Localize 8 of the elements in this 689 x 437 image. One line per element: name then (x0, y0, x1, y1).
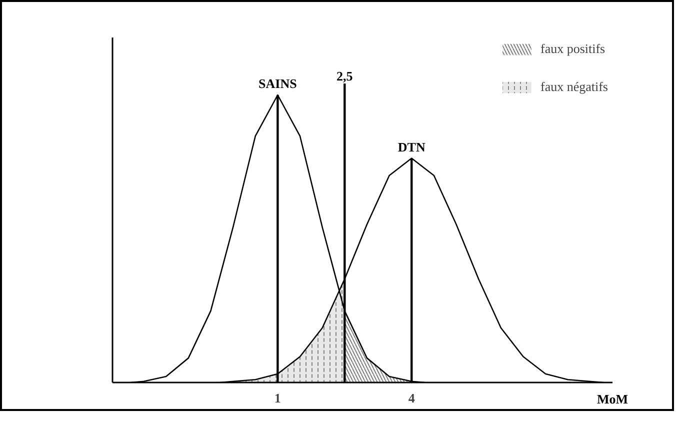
series-label: DTN (398, 139, 426, 154)
legend-label: faux positifs (540, 41, 606, 57)
legend-label: faux négatifs (540, 79, 608, 95)
series-label: SAINS (258, 76, 297, 91)
x-tick-label: 4 (408, 390, 416, 406)
x-axis-title: MoM (596, 392, 628, 406)
ref-line-label: 2,5 (336, 68, 354, 84)
x-tick-label: 1 (274, 390, 281, 406)
